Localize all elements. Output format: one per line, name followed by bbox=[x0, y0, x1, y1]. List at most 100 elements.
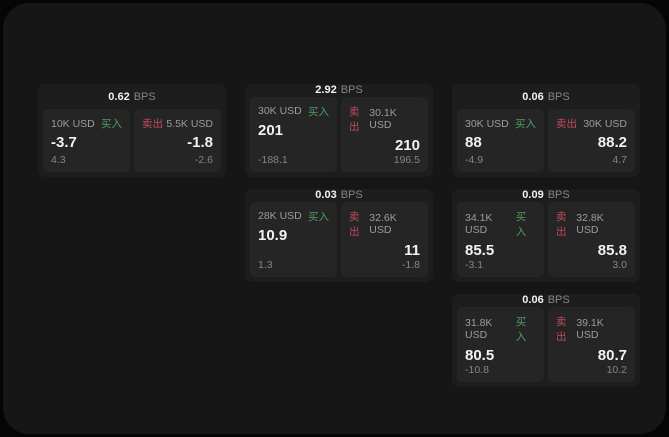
sell-panel[interactable]: 卖出 32.8K USD 85.8 3.0 bbox=[548, 201, 635, 277]
quote-card-header: 0.06 BPS bbox=[452, 294, 640, 307]
sell-panel-top: 卖出 39.1K USD bbox=[556, 314, 627, 344]
sell-panel-top: 卖出 5.5K USD bbox=[142, 116, 213, 131]
buy-amount: 30K USD bbox=[258, 105, 302, 118]
bps-value: 0.06 bbox=[522, 90, 544, 103]
buy-panel[interactable]: 30K USD 买入 201 -188.1 bbox=[250, 96, 337, 172]
buy-amount: 28K USD bbox=[258, 210, 302, 223]
sell-price: 85.8 bbox=[597, 241, 627, 259]
buy-label: 买入 bbox=[101, 118, 122, 130]
sell-amount: 39.1K USD bbox=[576, 316, 604, 341]
bps-suffix-label: BPS bbox=[340, 84, 363, 97]
sell-price: 88.2 bbox=[597, 134, 627, 151]
buy-price: -3.7 bbox=[51, 134, 77, 151]
app-surface: 0.62 BPS 10K USD 买入 -3.7 4.3 卖出 5.5K USD… bbox=[3, 3, 666, 434]
buy-label: 买入 bbox=[515, 315, 527, 343]
buy-delta: 4.3 bbox=[51, 154, 66, 166]
quote-card-header: 0.03 BPS bbox=[245, 189, 433, 202]
bps-suffix-label: BPS bbox=[340, 189, 363, 202]
buy-panel-top: 31.8K USD 买入 bbox=[465, 314, 536, 344]
quote-card[interactable]: 0.06 BPS 30K USD 买入 88 -4.9 卖出 30K USD 8… bbox=[452, 84, 640, 177]
quote-card-body: 30K USD 买入 201 -188.1 卖出 30.1K USD 210 1… bbox=[245, 96, 433, 177]
buy-price: 201 bbox=[258, 121, 284, 139]
bps-value: 0.03 bbox=[315, 189, 337, 202]
sell-label: 卖出 bbox=[556, 118, 577, 130]
quote-card-header: 0.09 BPS bbox=[452, 189, 640, 202]
sell-label: 卖出 bbox=[349, 210, 360, 238]
sell-panel-top: 卖出 32.6K USD bbox=[349, 209, 420, 239]
buy-panel[interactable]: 28K USD 买入 10.9 1.3 bbox=[250, 201, 337, 277]
buy-delta: -10.8 bbox=[465, 364, 489, 376]
sell-label: 卖出 bbox=[556, 210, 567, 238]
buy-label: 买入 bbox=[515, 118, 536, 130]
sell-amount: 30.1K USD bbox=[369, 106, 397, 131]
quote-card-body: 10K USD 买入 -3.7 4.3 卖出 5.5K USD -1.8 -2.… bbox=[38, 109, 226, 177]
sell-delta: 3.0 bbox=[612, 259, 627, 271]
buy-delta: -3.1 bbox=[465, 259, 484, 271]
buy-label: 买入 bbox=[515, 210, 527, 238]
quote-card[interactable]: 2.92 BPS 30K USD 买入 201 -188.1 卖出 30.1K … bbox=[245, 84, 433, 177]
sell-delta: 196.5 bbox=[393, 154, 420, 166]
bps-value: 0.62 bbox=[108, 90, 130, 103]
buy-amount: 34.1K USD bbox=[465, 211, 493, 236]
buy-price: 85.5 bbox=[465, 241, 495, 259]
quote-card-header: 0.06 BPS bbox=[452, 84, 640, 109]
bps-value: 0.06 bbox=[522, 294, 544, 307]
buy-amount: 31.8K USD bbox=[465, 316, 493, 341]
buy-delta: -4.9 bbox=[465, 154, 484, 166]
quote-card[interactable]: 0.09 BPS 34.1K USD 买入 85.5 -3.1 卖出 32.8K… bbox=[452, 189, 640, 282]
buy-panel-top: 30K USD 买入 bbox=[465, 116, 536, 131]
bps-suffix-label: BPS bbox=[547, 189, 570, 202]
bps-suffix-label: BPS bbox=[547, 294, 570, 307]
quote-card[interactable]: 0.03 BPS 28K USD 买入 10.9 1.3 卖出 32.6K US… bbox=[245, 189, 433, 282]
buy-panel[interactable]: 34.1K USD 买入 85.5 -3.1 bbox=[457, 201, 544, 277]
buy-panel-top: 34.1K USD 买入 bbox=[465, 209, 536, 239]
sell-price: 11 bbox=[404, 241, 420, 259]
buy-delta: 1.3 bbox=[258, 259, 273, 271]
buy-amount: 10K USD bbox=[51, 117, 95, 130]
sell-panel[interactable]: 卖出 32.6K USD 11 -1.8 bbox=[341, 201, 428, 277]
quote-card-header: 0.62 BPS bbox=[38, 84, 226, 109]
buy-panel[interactable]: 31.8K USD 买入 80.5 -10.8 bbox=[457, 306, 544, 382]
sell-price: 80.7 bbox=[597, 346, 627, 364]
quote-card[interactable]: 0.62 BPS 10K USD 买入 -3.7 4.3 卖出 5.5K USD… bbox=[38, 84, 226, 177]
sell-label: 卖出 bbox=[349, 105, 360, 133]
sell-delta: -2.6 bbox=[194, 154, 213, 166]
sell-price: 210 bbox=[394, 136, 420, 154]
quote-card-header: 2.92 BPS bbox=[245, 84, 433, 97]
buy-panel-top: 28K USD 买入 bbox=[258, 209, 329, 224]
sell-delta: 4.7 bbox=[612, 154, 627, 166]
sell-amount: 5.5K USD bbox=[166, 117, 213, 130]
buy-price: 80.5 bbox=[465, 346, 495, 364]
bps-suffix-label: BPS bbox=[547, 90, 570, 103]
quote-card-body: 28K USD 买入 10.9 1.3 卖出 32.6K USD 11 -1.8 bbox=[245, 201, 433, 282]
buy-panel-top: 30K USD 买入 bbox=[258, 104, 329, 119]
bps-value: 2.92 bbox=[315, 84, 337, 97]
sell-delta: 10.2 bbox=[606, 364, 627, 376]
sell-label: 卖出 bbox=[556, 315, 567, 343]
sell-panel-top: 卖出 32.8K USD bbox=[556, 209, 627, 239]
bps-suffix-label: BPS bbox=[133, 90, 156, 103]
quote-card[interactable]: 0.06 BPS 31.8K USD 买入 80.5 -10.8 卖出 39.1… bbox=[452, 294, 640, 387]
sell-amount: 30K USD bbox=[583, 117, 627, 130]
bps-value: 0.09 bbox=[522, 189, 544, 202]
buy-price: 88 bbox=[465, 134, 482, 151]
sell-panel-top: 卖出 30K USD bbox=[556, 116, 627, 131]
sell-panel[interactable]: 卖出 30.1K USD 210 196.5 bbox=[341, 96, 428, 172]
sell-panel[interactable]: 卖出 30K USD 88.2 4.7 bbox=[548, 109, 635, 172]
quote-card-body: 30K USD 买入 88 -4.9 卖出 30K USD 88.2 4.7 bbox=[452, 109, 640, 177]
cards-grid: 0.62 BPS 10K USD 买入 -3.7 4.3 卖出 5.5K USD… bbox=[38, 84, 640, 387]
buy-label: 买入 bbox=[308, 105, 329, 118]
buy-amount: 30K USD bbox=[465, 117, 509, 130]
sell-amount: 32.8K USD bbox=[576, 211, 604, 236]
quote-card-body: 31.8K USD 买入 80.5 -10.8 卖出 39.1K USD 80.… bbox=[452, 306, 640, 387]
buy-price: 10.9 bbox=[258, 226, 288, 244]
sell-delta: -1.8 bbox=[401, 259, 420, 271]
buy-delta: -188.1 bbox=[258, 154, 288, 166]
buy-label: 买入 bbox=[308, 210, 329, 223]
buy-panel[interactable]: 10K USD 买入 -3.7 4.3 bbox=[43, 109, 130, 172]
sell-panel[interactable]: 卖出 39.1K USD 80.7 10.2 bbox=[548, 306, 635, 382]
sell-label: 卖出 bbox=[142, 118, 163, 130]
buy-panel[interactable]: 30K USD 买入 88 -4.9 bbox=[457, 109, 544, 172]
sell-panel[interactable]: 卖出 5.5K USD -1.8 -2.6 bbox=[134, 109, 221, 172]
sell-panel-top: 卖出 30.1K USD bbox=[349, 104, 420, 134]
